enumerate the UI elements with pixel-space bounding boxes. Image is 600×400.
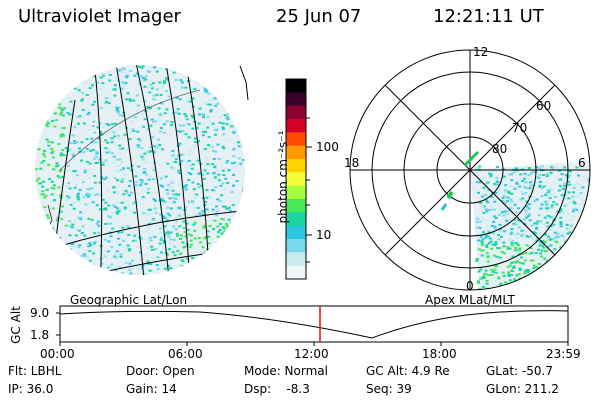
left-panel-caption: Geographic Lat/Lon: [70, 293, 188, 307]
polar-label-60: 60: [536, 99, 552, 113]
colorbar-cell: [286, 172, 306, 187]
colorbar: [285, 78, 312, 280]
status-gc-alt: GC Alt: 4.9 Re: [366, 364, 450, 378]
colorbar-cell: [286, 265, 306, 280]
status-door: Door: Open: [126, 364, 195, 378]
colorbar-label: photon cm⁻²s⁻¹: [276, 130, 290, 224]
colorbar-tick-100: 100: [316, 140, 339, 154]
status-glon: GLon: 211.2: [486, 382, 559, 396]
date-label: 25 Jun 07: [276, 6, 362, 27]
geographic-image: [35, 65, 249, 275]
right-panel-caption: Apex MLat/MLT: [425, 293, 515, 307]
colorbar-cell: [286, 185, 306, 200]
polar-label-70: 70: [512, 121, 528, 135]
colorbar-cell: [286, 132, 306, 147]
colorbar-cell: [286, 145, 306, 160]
colorbar-cell: [286, 79, 306, 93]
status-gain: Gain: 14: [126, 382, 177, 396]
colorbar-tick-10: 10: [316, 228, 332, 242]
colorbar-cell: [286, 252, 306, 267]
polar-label-6: 6: [578, 156, 586, 170]
colorbar-cell: [286, 212, 306, 227]
altitude-plot: [56, 305, 569, 346]
x-tick-0600: 06:00: [168, 347, 203, 361]
x-tick-1200: 12:00: [294, 347, 329, 361]
polar-plot: [349, 49, 591, 291]
time-label: 12:21:11 UT: [433, 6, 544, 27]
x-tick-0000: 00:00: [40, 347, 75, 361]
polar-label-0: 0: [466, 279, 474, 293]
colorbar-cell: [286, 119, 306, 133]
status-filter: Flt: LBHL: [8, 364, 62, 378]
gc-alt-axis-label: GC Alt: [9, 306, 23, 344]
status-ip: IP: 36.0: [8, 382, 54, 396]
status-dsp: Dsp: -8.3: [244, 382, 310, 396]
status-glat: GLat: -50.7: [486, 364, 553, 378]
colorbar-cell: [286, 199, 306, 213]
alt-tick-1-8: 1.8: [30, 328, 50, 342]
status-mode: Mode: Normal: [244, 364, 328, 378]
colorbar-cell: [286, 225, 306, 240]
colorbar-cell: [286, 105, 306, 120]
instrument-title: Ultraviolet Imager: [18, 6, 181, 27]
polar-label-18: 18: [344, 156, 360, 170]
polar-label-12: 12: [473, 45, 489, 59]
colorbar-cell: [286, 92, 306, 107]
polar-label-80: 80: [492, 142, 508, 156]
alt-tick-9: 9.0: [30, 306, 50, 320]
x-tick-1800: 18:00: [422, 347, 457, 361]
status-seq: Seq: 39: [366, 382, 412, 396]
x-tick-2359: 23:59: [546, 347, 581, 361]
colorbar-cell: [286, 159, 306, 173]
colorbar-cell: [286, 239, 306, 253]
